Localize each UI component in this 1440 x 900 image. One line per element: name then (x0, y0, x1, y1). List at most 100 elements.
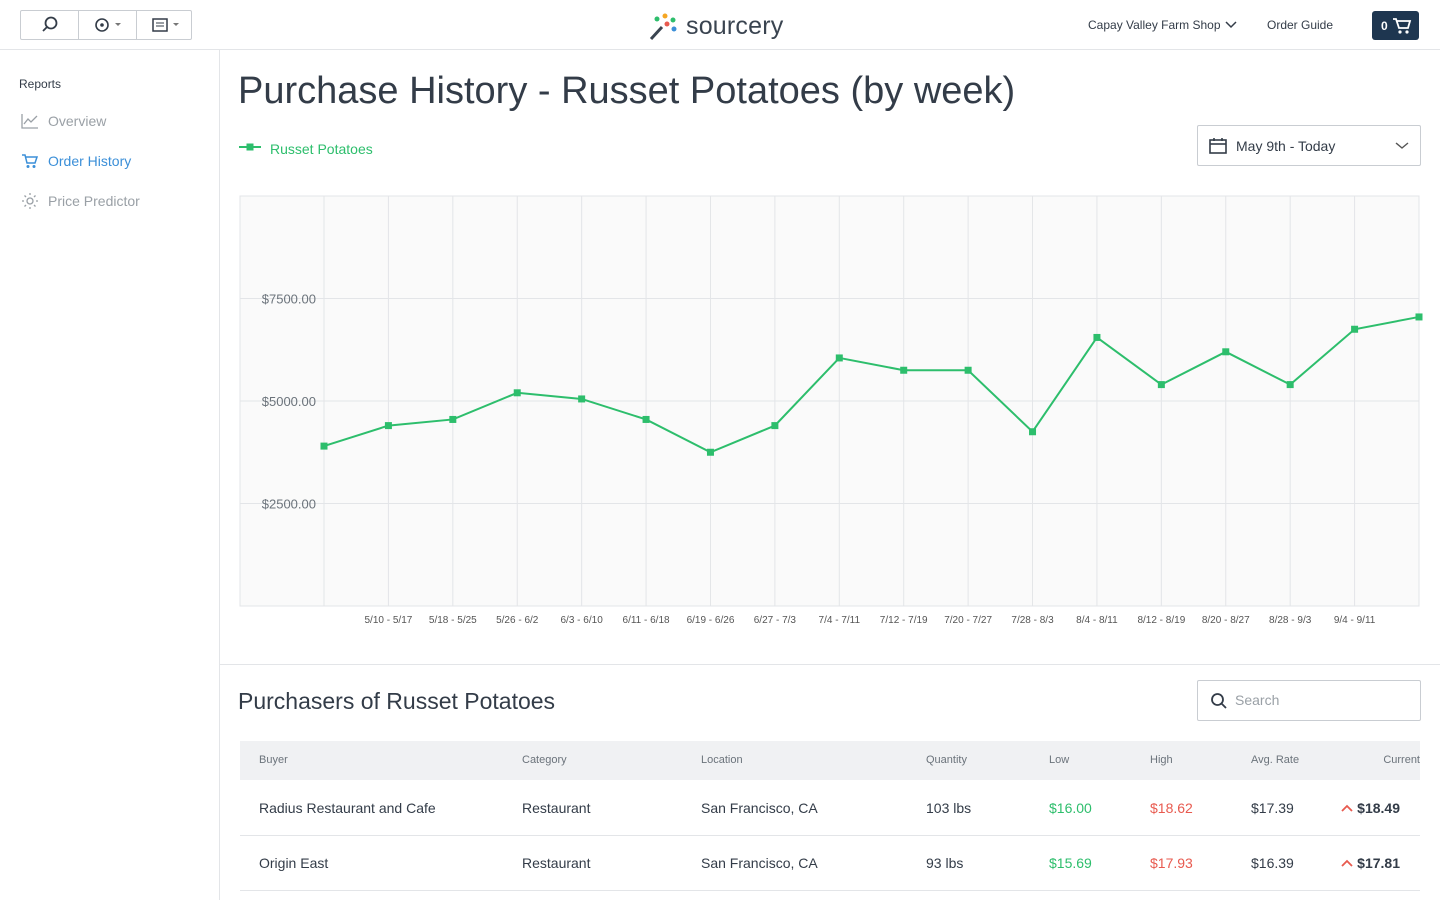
price-predictor-icon (22, 193, 38, 209)
data-point (964, 366, 972, 374)
table-cell: $15.69 (1049, 855, 1092, 871)
explore-button[interactable] (79, 11, 137, 39)
chevron (1225, 21, 1237, 29)
x-tick-label: 6/27 - 7/3 (754, 615, 797, 626)
x-tick-label: 6/19 - 6/26 (687, 615, 735, 626)
y-tick-label: $7500.00 (262, 292, 316, 307)
data-point (1351, 325, 1359, 333)
table-cell: 93 lbs (926, 855, 964, 871)
catalog-button[interactable] (137, 11, 194, 39)
column-header: Quantity (926, 754, 967, 766)
search-button[interactable] (21, 11, 79, 39)
data-point (771, 422, 779, 430)
x-tick-label: 9/4 - 9/11 (1334, 615, 1376, 626)
series-line (323, 315, 1420, 454)
table-cell: $17.81 (1357, 855, 1400, 871)
date-range-picker[interactable]: May 9th - Today (1197, 125, 1421, 166)
table-cell: $16.00 (1049, 800, 1092, 816)
data-point (1286, 381, 1294, 389)
logo[interactable]: sourcery (686, 12, 784, 40)
data-point (513, 389, 521, 397)
row-divider (240, 890, 1420, 891)
row-divider (240, 835, 1420, 836)
search-icon (1211, 693, 1227, 709)
nav-price-predictor[interactable]: Price Predictor (48, 193, 140, 209)
data-point (1029, 428, 1037, 436)
table-cell: San Francisco, CA (701, 855, 818, 871)
data-point (320, 442, 328, 450)
column-header: Category (522, 754, 567, 766)
legend-swatch (239, 143, 261, 151)
overview-icon (21, 114, 38, 129)
data-point (578, 395, 586, 403)
column-header: Low (1049, 754, 1070, 766)
top-bar (0, 0, 1440, 50)
catalog-icon (152, 18, 179, 32)
search-icon (42, 16, 58, 32)
data-point (1157, 381, 1165, 389)
data-point (642, 415, 650, 423)
legend-marker (246, 143, 254, 151)
x-tick-label: 7/20 - 7/27 (944, 615, 992, 626)
data-point (706, 448, 714, 456)
section-divider (220, 664, 1440, 665)
table-cell: $18.62 (1150, 800, 1193, 816)
nav-order-history[interactable]: Order History (48, 153, 132, 169)
search-box[interactable]: Search (1197, 680, 1421, 721)
legend-entry: Russet Potatoes (270, 141, 373, 157)
trend-up-icon (1341, 804, 1353, 812)
table-cell: $16.39 (1251, 855, 1294, 871)
x-tick-label: 5/10 - 5/17 (365, 615, 413, 626)
cart-count: 0 (1381, 19, 1388, 33)
x-tick-label: 6/3 - 6/10 (561, 615, 604, 626)
sidebar (0, 50, 220, 900)
trend-arrow (1341, 859, 1353, 867)
trend-arrow (1341, 804, 1353, 812)
y-tick-label: $5000.00 (262, 394, 316, 409)
x-tick-label: 7/4 - 7/11 (819, 615, 861, 626)
data-point (449, 415, 457, 423)
nav-overview[interactable]: Overview (48, 113, 107, 129)
table-cell: $18.49 (1357, 800, 1400, 816)
chart: 5/10 - 5/17 5/18 - 5/25 5/26 - 6/2 6/3 - 6/… (239, 195, 1423, 626)
order-guide-link[interactable]: Order Guide (1267, 18, 1334, 32)
x-tick-label: 7/12 - 7/19 (880, 615, 928, 626)
cart-icon (1393, 18, 1412, 34)
table-title: Purchasers of Russet Potatoes (238, 688, 556, 714)
y-tick-label: $2500.00 (262, 497, 316, 512)
toolbar (20, 10, 192, 40)
x-tick-label: 5/26 - 6/2 (496, 615, 539, 626)
x-tick-label: 6/11 - 6/18 (623, 615, 671, 626)
table-cell: Origin East (259, 855, 329, 871)
order-history-icon (22, 154, 39, 168)
logo-icon (649, 13, 677, 41)
data-point (1093, 333, 1101, 341)
column-header: High (1150, 754, 1173, 766)
table-cell: Radius Restaurant and Cafe (259, 800, 436, 816)
table-cell: $17.93 (1150, 855, 1193, 871)
chevron (1395, 142, 1409, 149)
compass-icon (95, 18, 121, 32)
shop-selector[interactable]: Capay Valley Farm Shop (1088, 18, 1221, 32)
table-cell: Restaurant (522, 800, 591, 816)
table-cell: 103 lbs (926, 800, 972, 816)
data-point (900, 366, 908, 374)
search-placeholder: Search (1235, 692, 1280, 708)
x-tick-label: 5/18 - 5/25 (429, 615, 477, 626)
x-tick-label: 8/20 - 8/27 (1202, 615, 1250, 626)
date-range-text: May 9th - Today (1236, 138, 1336, 154)
page-title: Purchase History - Russet Potatoes (by w… (238, 70, 1016, 112)
x-tick-label: 8/12 - 8/19 (1137, 615, 1185, 626)
calendar-icon (1209, 138, 1227, 154)
column-header: Avg. Rate (1251, 754, 1300, 766)
table-header (240, 741, 1420, 780)
data-point (1222, 348, 1230, 356)
trend-up-icon (1341, 859, 1353, 867)
x-tick-label: 7/28 - 8/3 (1011, 615, 1054, 626)
column-header: Location (701, 754, 743, 766)
cart-button[interactable]: 0 (1372, 11, 1419, 40)
column-header: Current (1383, 754, 1420, 766)
table-cell: $17.39 (1251, 800, 1294, 816)
table-cell: San Francisco, CA (701, 800, 818, 816)
